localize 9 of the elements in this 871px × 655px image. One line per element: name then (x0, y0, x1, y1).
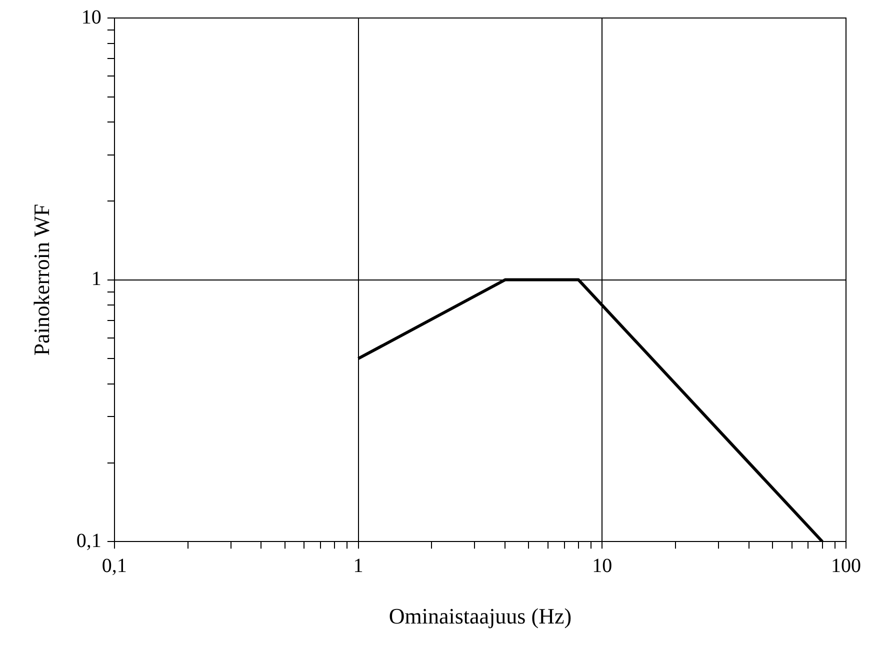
x-tick-label: 1 (353, 554, 364, 577)
x-tick-label: 10 (592, 554, 612, 577)
y-tick-label: 1 (91, 268, 102, 290)
x-tick-label: 100 (831, 554, 861, 577)
x-tick-label: 0,1 (102, 554, 127, 577)
y-tick-label: 10 (81, 6, 102, 28)
y-axis-title: Painokerroin WF (28, 204, 54, 356)
x-axis-title: Ominaistaajuus (Hz) (388, 604, 572, 629)
y-tick-label: 0,1 (76, 530, 102, 552)
